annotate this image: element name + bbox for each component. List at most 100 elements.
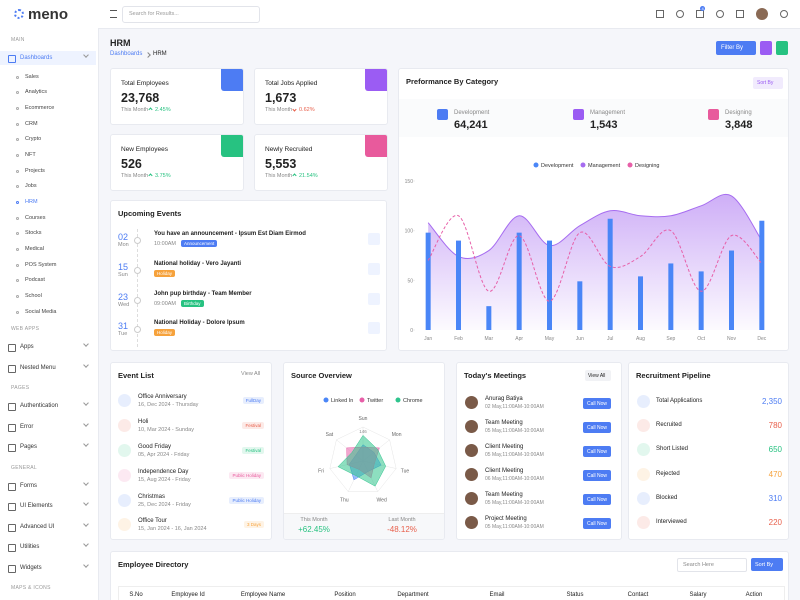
header-icon[interactable] bbox=[716, 10, 724, 18]
sort-button[interactable]: Sort By bbox=[753, 77, 783, 89]
menu-toggle[interactable] bbox=[110, 10, 117, 18]
view-all-button[interactable]: View All bbox=[585, 370, 611, 381]
stat-change: 2.45% bbox=[155, 107, 171, 113]
sidebar-subitem[interactable]: Crypto bbox=[25, 136, 42, 143]
sidebar-item[interactable]: Nested Menu bbox=[0, 361, 96, 375]
event-menu[interactable] bbox=[368, 293, 380, 305]
sidebar-subitem[interactable]: Courses bbox=[25, 214, 46, 221]
x-tick-label: Sep bbox=[666, 336, 675, 342]
header-icon[interactable] bbox=[736, 10, 744, 18]
y-tick-label: 100 bbox=[405, 229, 414, 235]
call-button[interactable]: Call Now bbox=[583, 398, 611, 409]
sidebar-item[interactable]: Widgets bbox=[0, 561, 96, 575]
sidebar-item[interactable]: Advanced UI bbox=[0, 520, 96, 534]
event-icon bbox=[118, 518, 131, 531]
header-icon[interactable] bbox=[696, 10, 704, 18]
footer-value: -48.12% bbox=[387, 525, 417, 534]
bar bbox=[638, 276, 643, 330]
sidebar-subitem[interactable]: Medical bbox=[25, 245, 44, 252]
chevron bbox=[83, 341, 89, 348]
filter-button[interactable]: Filter By bbox=[716, 41, 756, 55]
total-icon bbox=[573, 109, 584, 120]
call-button[interactable]: Call Now bbox=[583, 422, 611, 433]
header-icon[interactable] bbox=[656, 10, 664, 18]
total-value: 64,241 bbox=[454, 119, 488, 131]
sidebar-item[interactable]: Utilities bbox=[0, 540, 96, 554]
icon-button[interactable] bbox=[776, 41, 788, 55]
sidebar-item[interactable]: Error bbox=[0, 420, 96, 434]
sidebar-item[interactable]: Dashboards bbox=[0, 51, 96, 65]
sidebar-subitem[interactable]: HRM bbox=[25, 198, 38, 205]
sidebar-subitem[interactable]: CRM bbox=[25, 120, 38, 127]
sidebar-icon bbox=[8, 364, 16, 373]
sidebar-subitem[interactable]: Projects bbox=[25, 167, 45, 174]
button-label: Call Now bbox=[587, 521, 608, 527]
top-header: meno Search for Results... 4 bbox=[0, 0, 800, 29]
sidebar-item[interactable]: UI Elements bbox=[0, 499, 96, 513]
call-button[interactable]: Call Now bbox=[583, 494, 611, 505]
pipeline-value: 650 bbox=[768, 445, 782, 454]
sort-button[interactable]: Sort By bbox=[751, 558, 783, 571]
sidebar-heading: GENERAL bbox=[11, 464, 37, 471]
call-button[interactable]: Call Now bbox=[583, 470, 611, 481]
stat-card: Total Jobs Applied 1,673 This Month 0.62% bbox=[254, 68, 388, 125]
event-weekday: Sun bbox=[118, 272, 128, 278]
x-tick-label: Nov bbox=[727, 336, 736, 342]
sidebar-item[interactable]: Authentication bbox=[0, 399, 96, 413]
sidebar-subitem[interactable]: Stocks bbox=[25, 230, 42, 237]
sidebar-dot bbox=[16, 153, 19, 157]
sidebar-dot bbox=[16, 106, 19, 110]
bar bbox=[456, 240, 461, 330]
call-button[interactable]: Call Now bbox=[583, 446, 611, 457]
stat-change: 3.75% bbox=[155, 173, 171, 179]
sidebar-subitem[interactable]: School bbox=[25, 292, 42, 299]
total-icon bbox=[708, 109, 719, 120]
stat-card: Newly Recruited 5,553 This Month 21.54% bbox=[254, 134, 388, 191]
icon-button[interactable] bbox=[760, 41, 772, 55]
button-label: Call Now bbox=[587, 425, 608, 431]
event-tag: Holiday bbox=[154, 270, 176, 277]
sidebar-subitem[interactable]: NFT bbox=[25, 151, 36, 158]
total-label: Development bbox=[454, 110, 490, 116]
event-menu[interactable] bbox=[368, 233, 380, 245]
sidebar-item[interactable]: Forms bbox=[0, 479, 96, 493]
chevron bbox=[83, 400, 89, 407]
button-label: View All bbox=[588, 373, 606, 379]
sidebar-subitem[interactable]: Sales bbox=[25, 73, 39, 80]
avatar bbox=[465, 420, 478, 433]
sidebar-item[interactable]: Apps bbox=[0, 340, 96, 354]
pipeline-value: 2,350 bbox=[761, 397, 782, 406]
radar-axis-label: Mon bbox=[392, 432, 402, 438]
card-title: Recruitment Pipeline bbox=[636, 371, 711, 380]
event-title: Good Friday bbox=[138, 444, 172, 450]
sidebar-item[interactable]: Pages bbox=[0, 440, 96, 454]
sidebar-subitem[interactable]: Podcast bbox=[25, 277, 45, 284]
user-avatar[interactable] bbox=[756, 8, 768, 20]
call-button[interactable]: Call Now bbox=[583, 518, 611, 529]
event-menu[interactable] bbox=[368, 263, 380, 275]
column-header: Contact bbox=[627, 592, 649, 598]
upcoming-events-card: Upcoming Events 02 Mon You have an announce… bbox=[110, 200, 387, 351]
search-box[interactable]: Search for Results... bbox=[122, 6, 260, 23]
breadcrumb[interactable]: Dashboards bbox=[110, 51, 143, 57]
meetings-card: Today's Meetings View All Anurag Batiya 02 … bbox=[456, 362, 622, 540]
header-icon[interactable] bbox=[676, 10, 684, 18]
view-all[interactable]: View All bbox=[241, 371, 261, 377]
event-title: Independence Day bbox=[138, 469, 189, 475]
sidebar-dot bbox=[16, 310, 19, 314]
event-day: 23 bbox=[118, 292, 129, 302]
sidebar-subitem[interactable]: Jobs bbox=[25, 183, 37, 190]
event-icon bbox=[118, 444, 131, 457]
directory-search[interactable]: Search Here bbox=[677, 558, 747, 572]
sidebar-subitem[interactable]: POS System bbox=[25, 261, 57, 268]
event-icon bbox=[118, 469, 131, 482]
x-tick-label: Apr bbox=[515, 336, 523, 342]
sidebar-subitem[interactable]: Ecommerce bbox=[25, 104, 55, 111]
header-icon[interactable] bbox=[780, 10, 788, 18]
event-menu[interactable] bbox=[368, 322, 380, 334]
timeline-dot bbox=[134, 267, 141, 274]
sidebar-subitem[interactable]: Social Media bbox=[25, 308, 57, 315]
stat-period: This Month bbox=[265, 107, 293, 113]
sidebar-subitem[interactable]: Analytics bbox=[25, 89, 48, 96]
bar bbox=[607, 218, 613, 330]
